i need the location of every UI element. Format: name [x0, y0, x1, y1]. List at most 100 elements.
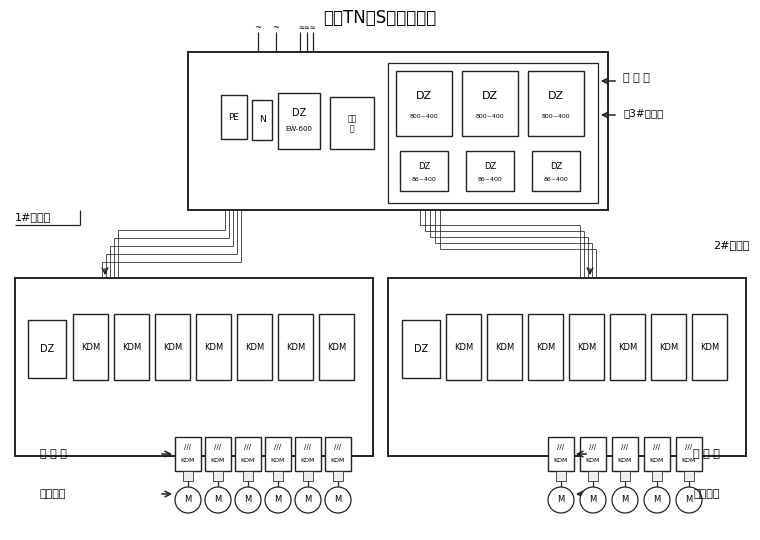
- Circle shape: [612, 487, 638, 513]
- Text: 800~400: 800~400: [410, 114, 439, 119]
- Bar: [243, 471, 253, 481]
- Text: ///: ///: [622, 443, 629, 449]
- Bar: [692, 314, 727, 380]
- Bar: [175, 437, 201, 471]
- Bar: [114, 314, 149, 380]
- Text: KDM: KDM: [495, 342, 514, 352]
- Text: KDM: KDM: [682, 457, 696, 463]
- Bar: [28, 320, 66, 378]
- Bar: [196, 314, 231, 380]
- Text: M: M: [622, 496, 629, 504]
- Text: ///: ///: [557, 443, 565, 449]
- Bar: [265, 437, 291, 471]
- Text: 排3#分电筱: 排3#分电筱: [623, 108, 663, 118]
- Bar: [330, 97, 374, 149]
- Text: DZ: DZ: [40, 344, 54, 354]
- Bar: [388, 278, 746, 456]
- Text: 86~400: 86~400: [477, 177, 502, 183]
- Bar: [548, 437, 574, 471]
- Bar: [252, 100, 272, 140]
- Text: KDM: KDM: [286, 342, 305, 352]
- Text: KDM: KDM: [554, 457, 568, 463]
- Bar: [644, 437, 670, 471]
- Text: DZ: DZ: [416, 91, 432, 100]
- Text: KDM: KDM: [618, 342, 637, 352]
- Bar: [620, 471, 630, 481]
- Text: KDM: KDM: [81, 342, 100, 352]
- Circle shape: [175, 487, 201, 513]
- Text: KDM: KDM: [271, 457, 285, 463]
- Text: KDM: KDM: [577, 342, 596, 352]
- Bar: [295, 437, 321, 471]
- Text: KDM: KDM: [618, 457, 632, 463]
- Text: KDM: KDM: [211, 457, 225, 463]
- Bar: [532, 151, 580, 191]
- Bar: [333, 471, 343, 481]
- Bar: [528, 71, 584, 136]
- Bar: [388, 63, 598, 203]
- Text: KDM: KDM: [327, 342, 346, 352]
- Bar: [183, 471, 193, 481]
- Text: KDM: KDM: [331, 457, 345, 463]
- Text: DZ: DZ: [548, 91, 564, 100]
- Bar: [235, 437, 261, 471]
- Bar: [278, 314, 313, 380]
- Bar: [528, 314, 563, 380]
- Text: DZ: DZ: [484, 161, 496, 171]
- Text: 800~400: 800~400: [476, 114, 505, 119]
- Circle shape: [676, 487, 702, 513]
- Text: ///: ///: [214, 443, 222, 449]
- Text: KDM: KDM: [204, 342, 223, 352]
- Text: M: M: [334, 496, 342, 504]
- Circle shape: [295, 487, 321, 513]
- Text: 变度: 变度: [347, 114, 356, 124]
- Circle shape: [580, 487, 606, 513]
- Bar: [15, 278, 373, 456]
- Bar: [651, 314, 686, 380]
- Bar: [446, 314, 481, 380]
- Bar: [188, 52, 608, 210]
- Bar: [319, 314, 354, 380]
- Text: ///: ///: [185, 443, 192, 449]
- Text: 随 机 筱: 随 机 筱: [40, 449, 67, 459]
- Text: KDM: KDM: [536, 342, 555, 352]
- Text: 总 电 筱: 总 电 筱: [623, 73, 650, 83]
- Text: KDM: KDM: [700, 342, 719, 352]
- Text: DZ: DZ: [482, 91, 498, 100]
- Circle shape: [548, 487, 574, 513]
- Circle shape: [325, 487, 351, 513]
- Bar: [569, 314, 604, 380]
- Text: ///: ///: [245, 443, 252, 449]
- Bar: [325, 437, 351, 471]
- Bar: [237, 314, 272, 380]
- Text: M: M: [185, 496, 192, 504]
- Bar: [466, 151, 514, 191]
- Bar: [676, 437, 702, 471]
- Text: M: M: [245, 496, 252, 504]
- Text: 用电设备: 用电设备: [693, 489, 720, 499]
- Text: ~: ~: [273, 24, 280, 32]
- Text: 1#分电筱: 1#分电筱: [15, 212, 51, 222]
- Bar: [462, 71, 518, 136]
- Text: KDM: KDM: [241, 457, 255, 463]
- Bar: [487, 314, 522, 380]
- Text: KDM: KDM: [586, 457, 600, 463]
- Bar: [556, 471, 566, 481]
- Text: M: M: [654, 496, 660, 504]
- Text: DZ: DZ: [292, 107, 306, 118]
- Bar: [610, 314, 645, 380]
- Text: KDM: KDM: [454, 342, 473, 352]
- Text: ///: ///: [686, 443, 692, 449]
- Text: N: N: [258, 116, 265, 125]
- Circle shape: [205, 487, 231, 513]
- Text: 800~400: 800~400: [542, 114, 570, 119]
- Text: KDM: KDM: [122, 342, 141, 352]
- Bar: [205, 437, 231, 471]
- Text: ///: ///: [654, 443, 660, 449]
- Bar: [213, 471, 223, 481]
- Text: M: M: [686, 496, 692, 504]
- Text: ≈≈≈: ≈≈≈: [298, 25, 316, 31]
- Text: PE: PE: [229, 112, 239, 122]
- Text: 86~400: 86~400: [543, 177, 568, 183]
- Bar: [396, 71, 452, 136]
